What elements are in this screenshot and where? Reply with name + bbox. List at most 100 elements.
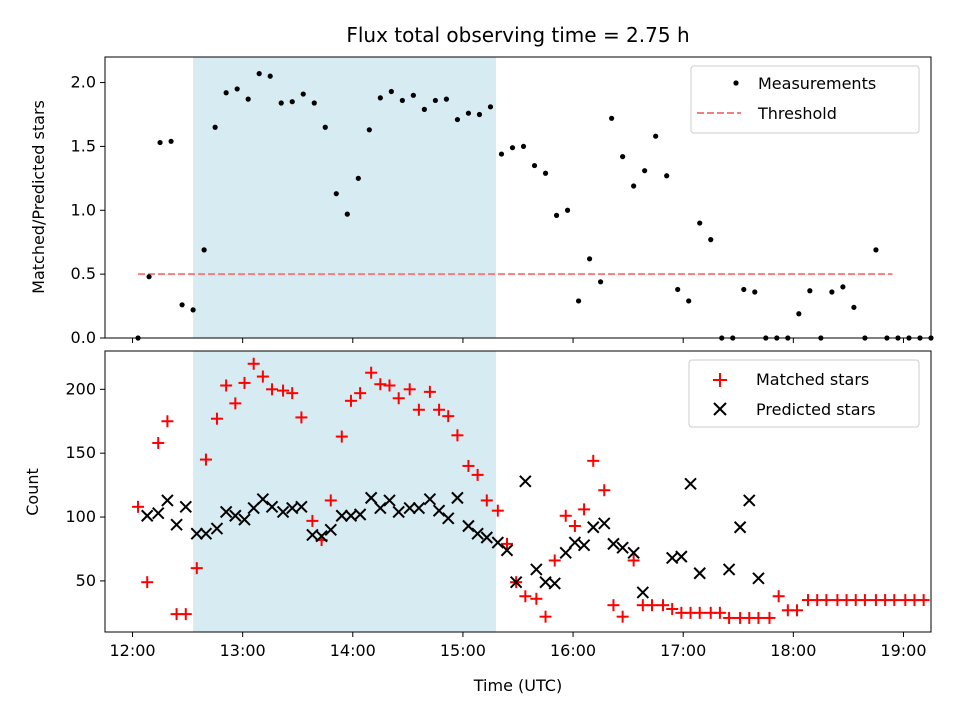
measurement-point xyxy=(267,73,273,79)
measurement-point xyxy=(840,284,846,290)
measurement-point xyxy=(498,151,505,157)
matched-point xyxy=(247,357,260,370)
matched-point xyxy=(657,599,670,612)
measurement-point xyxy=(300,91,306,97)
legend-predicted-label: Predicted stars xyxy=(756,400,876,419)
matched-point xyxy=(723,611,736,624)
top-y-axis-label: Matched/Predicted stars xyxy=(29,100,48,294)
measurement-point xyxy=(168,138,174,144)
predicted-point xyxy=(722,563,736,576)
matched-point xyxy=(141,576,154,589)
matched-point xyxy=(607,599,620,612)
top-shaded-span xyxy=(193,57,496,338)
predicted-point xyxy=(598,517,611,530)
y-tick-label: 100 xyxy=(65,507,96,526)
matched-point xyxy=(256,370,269,383)
measurement-point xyxy=(146,274,152,280)
top-panel: 0.00.51.01.52.0 Matched/Predicted stars … xyxy=(29,56,934,347)
measurement-point xyxy=(179,302,185,308)
predicted-point xyxy=(412,501,426,515)
measurement-point xyxy=(410,92,416,98)
predicted-point xyxy=(315,529,328,543)
matched-point xyxy=(616,610,629,623)
predicted-point xyxy=(403,501,416,515)
measurement-point xyxy=(586,256,593,262)
matched-point xyxy=(752,611,765,624)
predicted-point xyxy=(530,563,543,576)
matched-point xyxy=(587,454,600,467)
predicted-point xyxy=(152,507,165,520)
x-tick-label: 18:00 xyxy=(770,641,816,660)
predicted-point xyxy=(462,519,475,533)
matched-point xyxy=(627,554,640,567)
measurement-point xyxy=(212,124,218,130)
predicted-point xyxy=(190,527,203,540)
predicted-point xyxy=(548,577,561,590)
measurement-point xyxy=(190,307,196,313)
measurement-point xyxy=(520,143,527,150)
y-tick-label: 200 xyxy=(65,379,96,398)
x-tick-label: 17:00 xyxy=(660,641,706,660)
predicted-point xyxy=(374,501,387,515)
matched-point xyxy=(462,459,475,472)
matched-point xyxy=(917,594,930,607)
measurement-point xyxy=(476,111,483,118)
y-tick-label: 0.0 xyxy=(71,328,96,347)
predicted-point xyxy=(199,527,213,540)
predicted-point xyxy=(219,505,233,519)
measurement-point xyxy=(443,96,450,102)
measurement-point xyxy=(697,220,703,226)
predicted-point xyxy=(229,509,242,522)
measurement-point xyxy=(245,96,251,102)
predicted-point xyxy=(480,531,494,544)
legend-matched-marker xyxy=(713,373,727,387)
measurement-point xyxy=(553,212,560,218)
measurement-point xyxy=(752,289,758,295)
measurement-point xyxy=(432,97,438,104)
matched-point xyxy=(598,484,611,497)
measurement-point xyxy=(564,207,571,213)
x-tick-label: 19:00 xyxy=(880,641,926,660)
predicted-point xyxy=(335,509,348,522)
matched-point xyxy=(772,590,785,603)
matched-point xyxy=(423,385,436,398)
predicted-point xyxy=(295,500,308,514)
predicted-point xyxy=(491,536,505,549)
predicted-point xyxy=(442,512,455,525)
x-tick-label: 13:00 xyxy=(220,641,266,660)
measurement-point xyxy=(256,71,262,77)
predicted-point xyxy=(684,477,697,491)
legend-measurements-marker xyxy=(733,80,739,86)
predicted-point xyxy=(432,504,446,517)
matched-point xyxy=(480,494,493,507)
predicted-point xyxy=(500,544,514,557)
measurement-point xyxy=(851,304,857,310)
top-y-ticks: 0.0 0.5 1.0 1.5 2.0 xyxy=(71,73,105,347)
matched-point xyxy=(763,611,776,624)
predicted-point xyxy=(423,492,437,506)
measurement-point xyxy=(201,247,207,253)
predicted-point xyxy=(559,546,572,560)
y-tick-label: 1.5 xyxy=(71,136,96,155)
measurement-point xyxy=(234,86,240,92)
predicted-point xyxy=(256,492,270,506)
matched-point xyxy=(179,608,192,621)
matched-point xyxy=(578,503,591,516)
matched-point xyxy=(210,412,223,425)
top-x-ticks xyxy=(132,338,904,343)
matched-point xyxy=(238,376,251,389)
measurement-point xyxy=(487,104,494,110)
matched-point xyxy=(412,403,425,416)
measurement-point xyxy=(355,175,361,181)
measurement-point xyxy=(278,100,284,106)
predicted-point xyxy=(627,546,640,560)
matched-point xyxy=(530,592,543,605)
measurement-point xyxy=(675,286,681,293)
matched-point xyxy=(666,603,679,616)
x-tick-label: 16:00 xyxy=(550,641,596,660)
bottom-legend: Matched stars Predicted stars xyxy=(688,359,920,428)
matched-point xyxy=(152,436,165,449)
measurement-point xyxy=(322,124,328,130)
matched-point xyxy=(403,383,416,396)
x-axis-label: Time (UTC) xyxy=(473,676,562,695)
